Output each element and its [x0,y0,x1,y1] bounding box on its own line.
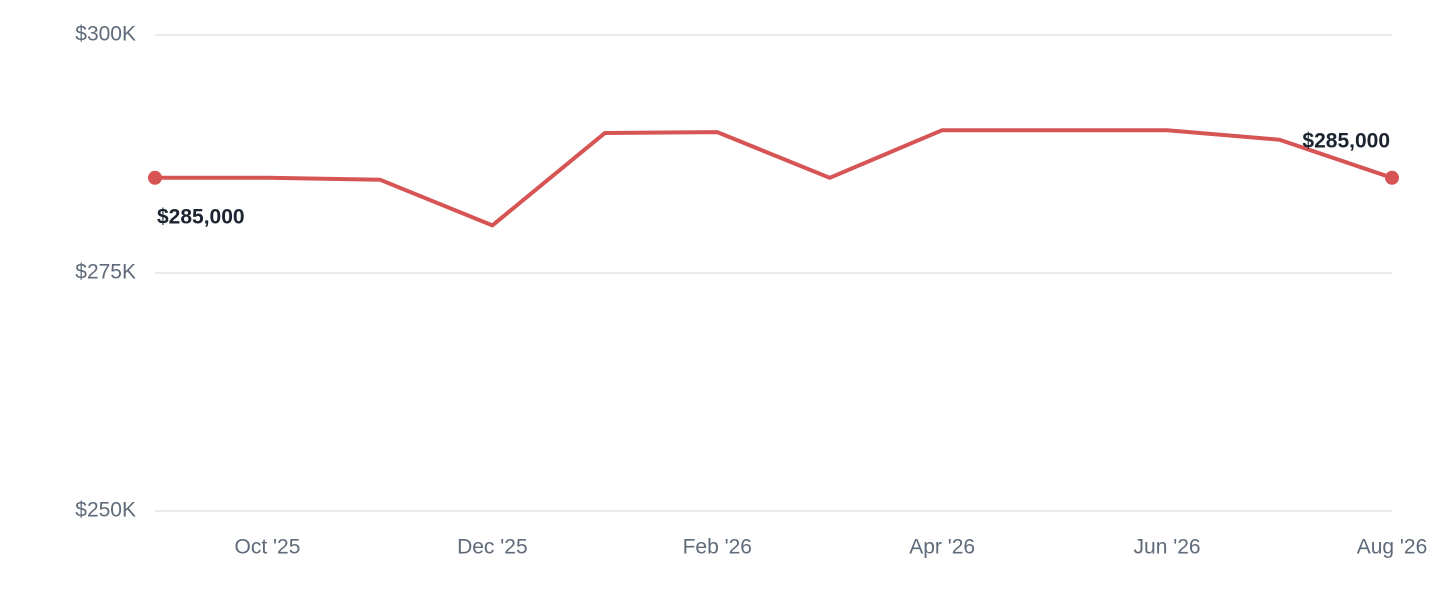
x-tick-label: Dec '25 [457,536,528,559]
x-tick-label: Apr '26 [909,536,975,559]
data-label: $285,000 [157,205,245,228]
x-tick-label: Oct '25 [235,536,301,559]
x-tick-label: Jun '26 [1134,536,1201,559]
point [148,170,162,185]
y-tick-label: $300K [75,23,136,46]
x-tick-label: Feb '26 [683,536,752,559]
data-label: $285,000 [1302,129,1390,152]
y-tick-label: $250K [75,499,136,522]
y-tick-label: $275K [75,261,136,284]
point [1385,170,1399,185]
x-tick-label: Aug '26 [1357,536,1428,559]
line [155,128,1393,228]
